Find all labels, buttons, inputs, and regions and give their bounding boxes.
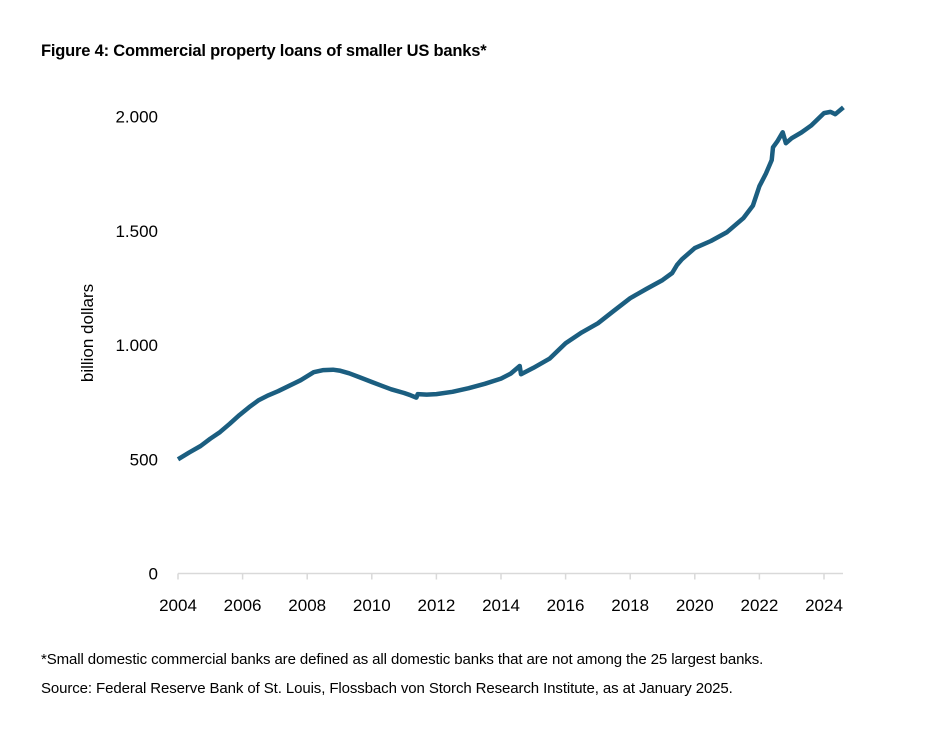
x-tick-label: 2004	[159, 596, 197, 615]
x-tick-label: 2010	[353, 596, 391, 615]
figure-title: Figure 4: Commercial property loans of s…	[41, 42, 487, 60]
x-tick-label: 2008	[288, 596, 326, 615]
line-chart: billion dollars 0 500 1.000 1.500 2.000 2004…	[78, 105, 845, 615]
x-tick-label: 2022	[740, 596, 778, 615]
x-tick-labels: 2004 2006 2008 2010 2012 2014 2016 2018 2020 2022…	[159, 596, 843, 615]
x-tick-label: 2018	[611, 596, 649, 615]
x-tick-label: 2014	[482, 596, 520, 615]
y-tick-label: 500	[130, 450, 158, 469]
series-line	[176, 105, 845, 462]
source-note: Source: Federal Reserve Bank of St. Loui…	[41, 680, 733, 697]
x-tick-label: 2006	[224, 596, 262, 615]
series-group	[176, 105, 845, 462]
y-tick-labels: 0 500 1.000 1.500 2.000	[115, 108, 158, 584]
y-axis-title-group: billion dollars	[78, 284, 97, 382]
x-tick-label: 2024	[805, 596, 843, 615]
y-tick-label: 1.000	[115, 336, 158, 355]
x-tick-label: 2012	[417, 596, 455, 615]
y-axis-title: billion dollars	[78, 284, 97, 382]
y-tick-label: 2.000	[115, 108, 158, 127]
x-tick-label: 2016	[547, 596, 585, 615]
y-tick-label: 0	[149, 565, 158, 584]
x-tick-label: 2020	[676, 596, 714, 615]
footnote: *Small domestic commercial banks are def…	[41, 651, 764, 668]
y-tick-label: 1.500	[115, 222, 158, 241]
x-axis	[177, 572, 843, 580]
